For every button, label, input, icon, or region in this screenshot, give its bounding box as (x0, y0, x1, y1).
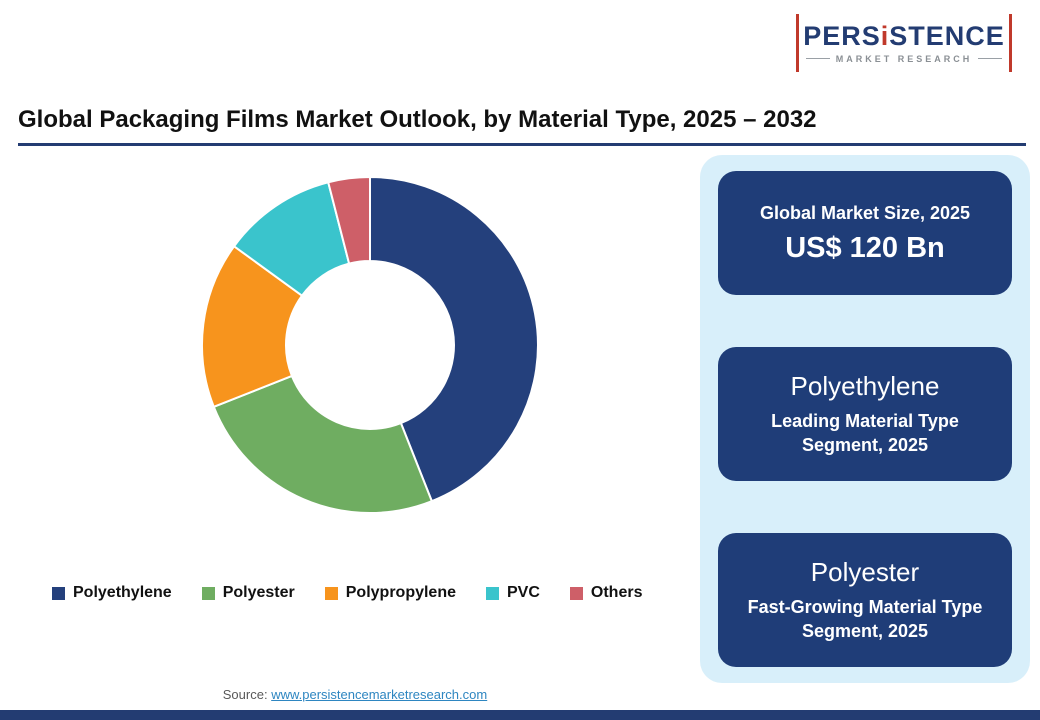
page-title: Global Packaging Films Market Outlook, b… (18, 106, 817, 133)
logo-subtitle-line-left (806, 58, 830, 60)
legend-swatch (52, 586, 65, 600)
fast-growing-segment-name: Polyester (810, 556, 920, 587)
legend-label: Polyethylene (73, 584, 172, 601)
fast-growing-segment-card: Polyester Fast-Growing Material Type Seg… (718, 533, 1012, 667)
leading-segment-card: Polyethylene Leading Material Type Segme… (718, 347, 1012, 481)
logo-accent-bar-left (796, 14, 799, 72)
logo-brand-i: i (880, 21, 890, 52)
logo-subtitle: MARKET RESEARCH (835, 53, 973, 64)
donut-slice-polyester (212, 374, 434, 514)
market-size-card: Global Market Size, 2025 US$ 120 Bn (718, 171, 1012, 295)
legend-swatch (201, 586, 215, 600)
legend-swatch (324, 586, 338, 600)
market-size-label: Global Market Size, 2025 (759, 202, 971, 223)
legend-item-polyethylene: Polyethylene (52, 584, 172, 602)
logo-brand-post: STENCE (889, 21, 1005, 52)
bottom-accent-bar (0, 710, 1040, 720)
leading-segment-name: Polyethylene (790, 370, 940, 401)
source-label: Source: (222, 687, 272, 702)
donut-slice-polyethylene (369, 175, 539, 503)
legend-swatch (569, 586, 583, 600)
highlights-panel: Global Market Size, 2025 US$ 120 Bn Poly… (700, 155, 1030, 683)
source-link[interactable]: www.persistencemarketresearch.com (271, 687, 488, 702)
source-line: Source: www.persistencemarketresearch.co… (0, 687, 710, 702)
legend-label: Others (590, 584, 643, 601)
logo-brand-pre: PERS (803, 21, 881, 52)
chart-legend: Polyethylene Polyester Polypropylene PVC… (52, 584, 700, 602)
brand-logo: PERSiSTENCE MARKET RESEARCH (796, 10, 1012, 76)
market-size-value: US$ 120 Bn (785, 232, 945, 265)
logo-accent-bar-right (1009, 14, 1012, 72)
donut-slice-others (327, 175, 371, 265)
leading-segment-label: Leading Material Type Segment, 2025 (771, 410, 959, 455)
logo-subtitle-line-right (978, 58, 1003, 60)
legend-item-pvc: PVC (486, 584, 540, 602)
legend-label: Polyester (222, 584, 295, 601)
fast-growing-segment-label: Fast-Growing Material Type Segment, 2025 (747, 596, 983, 641)
legend-item-polyester: Polyester (201, 584, 295, 602)
legend-item-others: Others (569, 584, 643, 602)
title-underline (18, 143, 1026, 146)
legend-label: Polypropylene (345, 584, 456, 601)
donut-chart (201, 175, 539, 514)
legend-item-polypropylene: Polypropylene (324, 584, 456, 602)
logo-subtitle-row: MARKET RESEARCH (806, 53, 1003, 64)
legend-label: PVC (507, 584, 540, 601)
legend-swatch (486, 586, 499, 600)
logo-brand-text: PERSiSTENCE (803, 22, 1005, 50)
